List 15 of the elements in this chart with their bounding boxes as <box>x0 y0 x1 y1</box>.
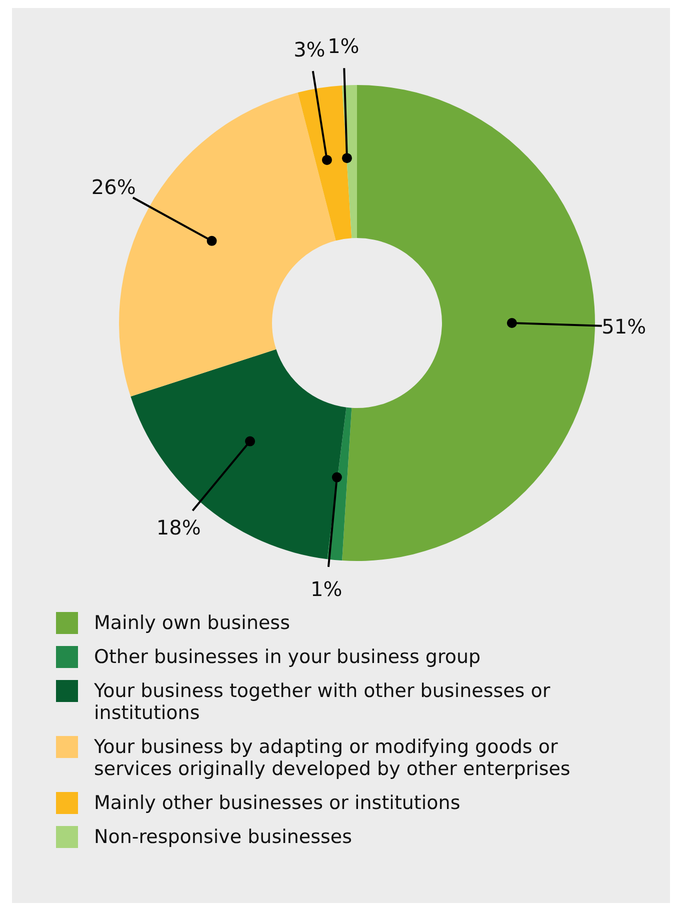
data-label: 1% <box>328 34 360 58</box>
legend-label: Other businesses in your business group <box>94 646 481 668</box>
data-label: 26% <box>91 174 136 199</box>
donut-slice <box>298 85 352 241</box>
legend-label: Your business together with other businesses or institutions <box>94 680 552 724</box>
data-label: 51% <box>602 314 646 339</box>
donut-slice <box>342 85 595 561</box>
donut-slice <box>130 349 346 560</box>
legend-label: Mainly other businesses or institutions <box>94 792 460 814</box>
data-label: 18% <box>156 516 201 540</box>
legend-label: Mainly own business <box>94 612 290 634</box>
data-label: 1% <box>310 576 342 601</box>
data-label: 3% <box>294 37 326 62</box>
legend-label: Non-responsive businesses <box>94 826 352 848</box>
legend-label: Your business by adapting or modifying goods or services originally developed by other enterprises <box>94 736 572 780</box>
